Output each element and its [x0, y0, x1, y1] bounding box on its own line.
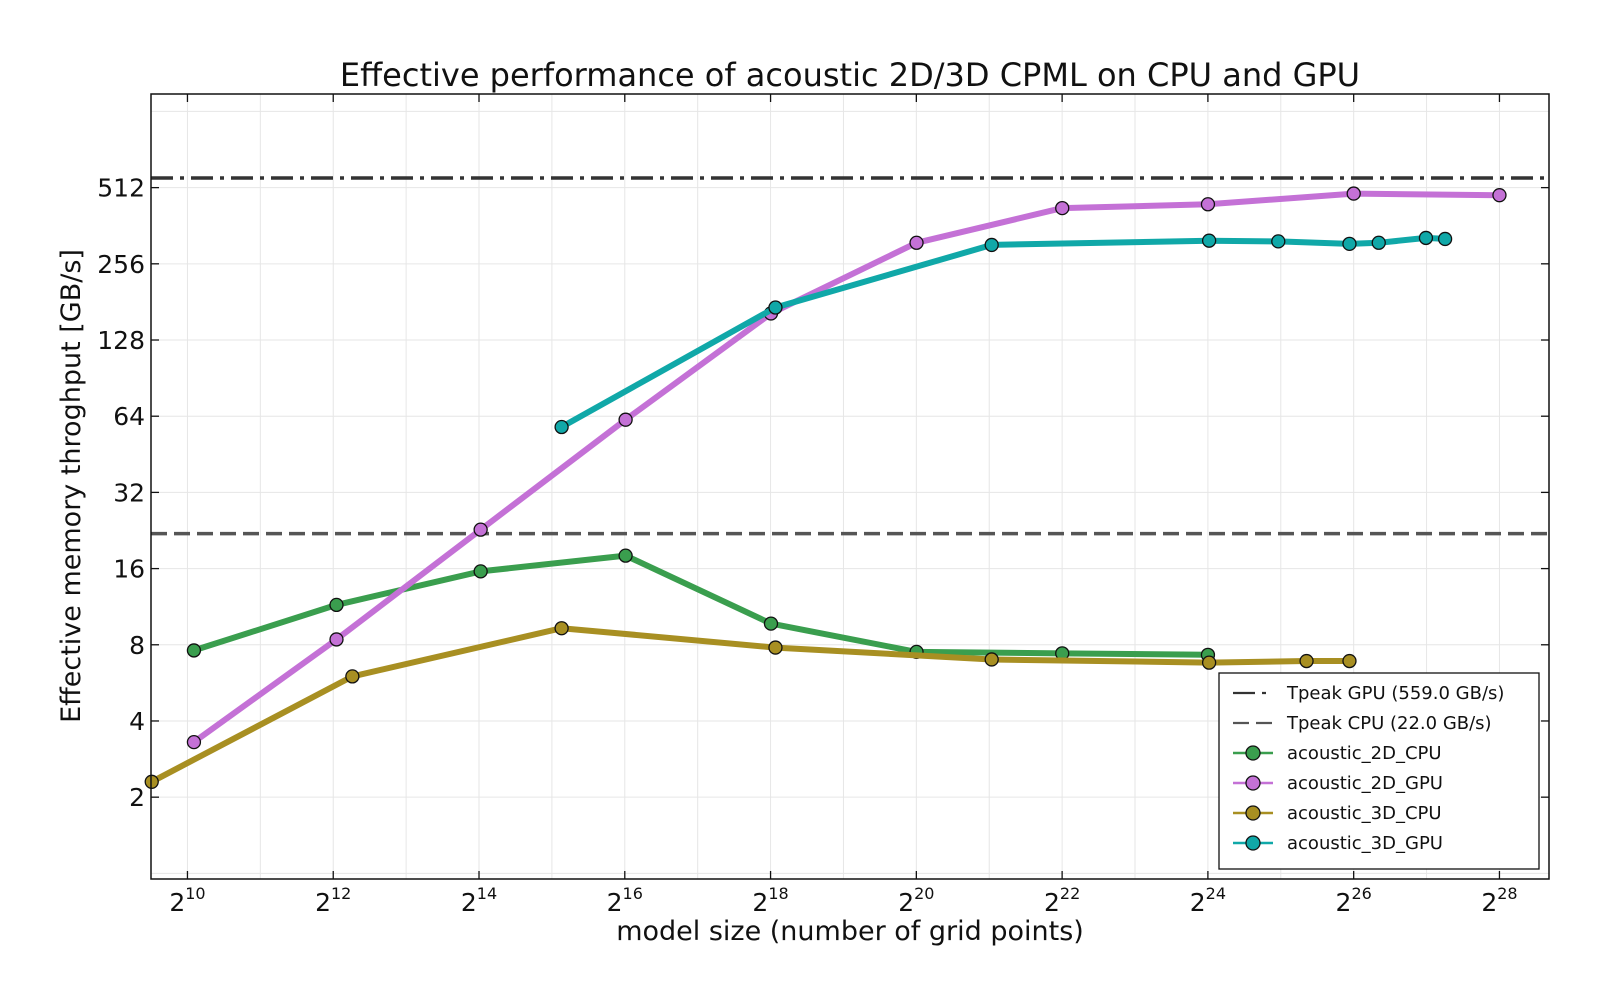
data-point [1201, 233, 1217, 248]
legend-marker [1245, 835, 1261, 851]
series-acoustic-2d-cpu [186, 548, 1216, 662]
legend-label: Tpeak CPU (22.0 GB/s) [1286, 713, 1492, 734]
legend-label: Tpeak GPU (559.0 GB/s) [1286, 683, 1504, 704]
data-point [1342, 236, 1357, 252]
series-line [558, 234, 1449, 430]
data-point [1492, 188, 1507, 203]
data-point [329, 632, 344, 647]
legend-marker [1245, 805, 1261, 821]
legend-marker [1245, 745, 1261, 761]
data-point [768, 640, 783, 655]
legend-marker [1245, 775, 1261, 791]
x-tick-label: 224 [1190, 884, 1226, 917]
x-axis-label: model size (number of grid points) [616, 916, 1084, 947]
legend-item: acoustic_2D_CPU [1233, 743, 1442, 764]
y-tick-label: 2 [129, 783, 145, 812]
series-line [148, 625, 1353, 785]
x-tick-label: 214 [461, 884, 497, 917]
x-tick-label: 220 [898, 884, 934, 917]
data-point [768, 300, 783, 315]
plot-frame [150, 93, 1550, 880]
y-axis-label: Effective memory throghput [GB/s] [56, 249, 87, 723]
y-tick-label: 16 [113, 555, 145, 584]
data-point [345, 669, 360, 684]
legend-box [1218, 672, 1540, 870]
data-point [473, 522, 488, 537]
data-point [1055, 200, 1070, 216]
data-point [1418, 230, 1434, 246]
y-tick-label: 256 [97, 250, 145, 279]
legend-label: acoustic_3D_CPU [1287, 803, 1442, 824]
series-line [190, 190, 1503, 746]
y-tick-label: 4 [129, 707, 145, 736]
legend-item: Tpeak CPU (22.0 GB/s) [1233, 713, 1492, 734]
legend-item: acoustic_3D_GPU [1233, 833, 1443, 854]
y-tick-label: 32 [113, 478, 145, 507]
legend-item: Tpeak GPU (559.0 GB/s) [1233, 683, 1504, 704]
legend-label: acoustic_2D_CPU [1287, 743, 1442, 764]
series-acoustic-3d-gpu [554, 230, 1453, 435]
data-point [763, 616, 779, 631]
y-tick-label: 64 [113, 402, 145, 431]
data-point [1201, 655, 1217, 670]
legend-item: acoustic_2D_GPU [1233, 773, 1443, 794]
x-axis-ticks: 210 212 214 216 218 220 222 224 226 228 [169, 94, 1518, 917]
data-point [1342, 653, 1357, 669]
series-line [190, 552, 1211, 658]
reference-lines [151, 176, 1549, 536]
data-point [329, 597, 344, 613]
y-tick-label: 8 [129, 631, 145, 660]
data-point [984, 237, 999, 253]
data-point [618, 412, 633, 427]
x-tick-label: 212 [315, 884, 351, 917]
x-tick-label: 218 [752, 884, 788, 917]
x-tick-label: 228 [1481, 884, 1517, 917]
legend: Tpeak GPU (559.0 GB/s) Tpeak CPU (22.0 GB… [1218, 672, 1540, 870]
x-tick-label: 226 [1336, 884, 1372, 917]
data-point [909, 235, 924, 250]
data-point [554, 621, 569, 636]
series-layer [144, 186, 1507, 789]
data-point [1371, 235, 1386, 250]
legend-label: acoustic_2D_GPU [1287, 773, 1443, 794]
x-tick-label: 216 [607, 884, 643, 917]
legend-label: acoustic_3D_GPU [1287, 833, 1443, 854]
y-tick-label: 128 [97, 326, 145, 355]
data-point [1299, 653, 1314, 669]
data-point [186, 643, 202, 658]
data-point [618, 548, 633, 563]
chart-title: Effective performance of acoustic 2D/3D … [340, 56, 1360, 94]
series-acoustic-3d-cpu [144, 621, 1357, 789]
y-axis-ticks: 2 4 8 16 32 64 128 256 512 [97, 174, 1549, 812]
data-point [1437, 231, 1453, 247]
y-tick-label: 512 [97, 174, 145, 203]
data-point [554, 419, 569, 435]
data-point [1200, 197, 1216, 212]
data-point [1346, 186, 1361, 201]
data-point [186, 734, 202, 750]
data-point [984, 652, 999, 667]
x-tick-label: 210 [169, 884, 205, 917]
data-point [473, 564, 488, 579]
legend-item: acoustic_3D_CPU [1233, 803, 1442, 824]
x-tick-label: 222 [1044, 884, 1080, 917]
data-point [1271, 234, 1286, 249]
